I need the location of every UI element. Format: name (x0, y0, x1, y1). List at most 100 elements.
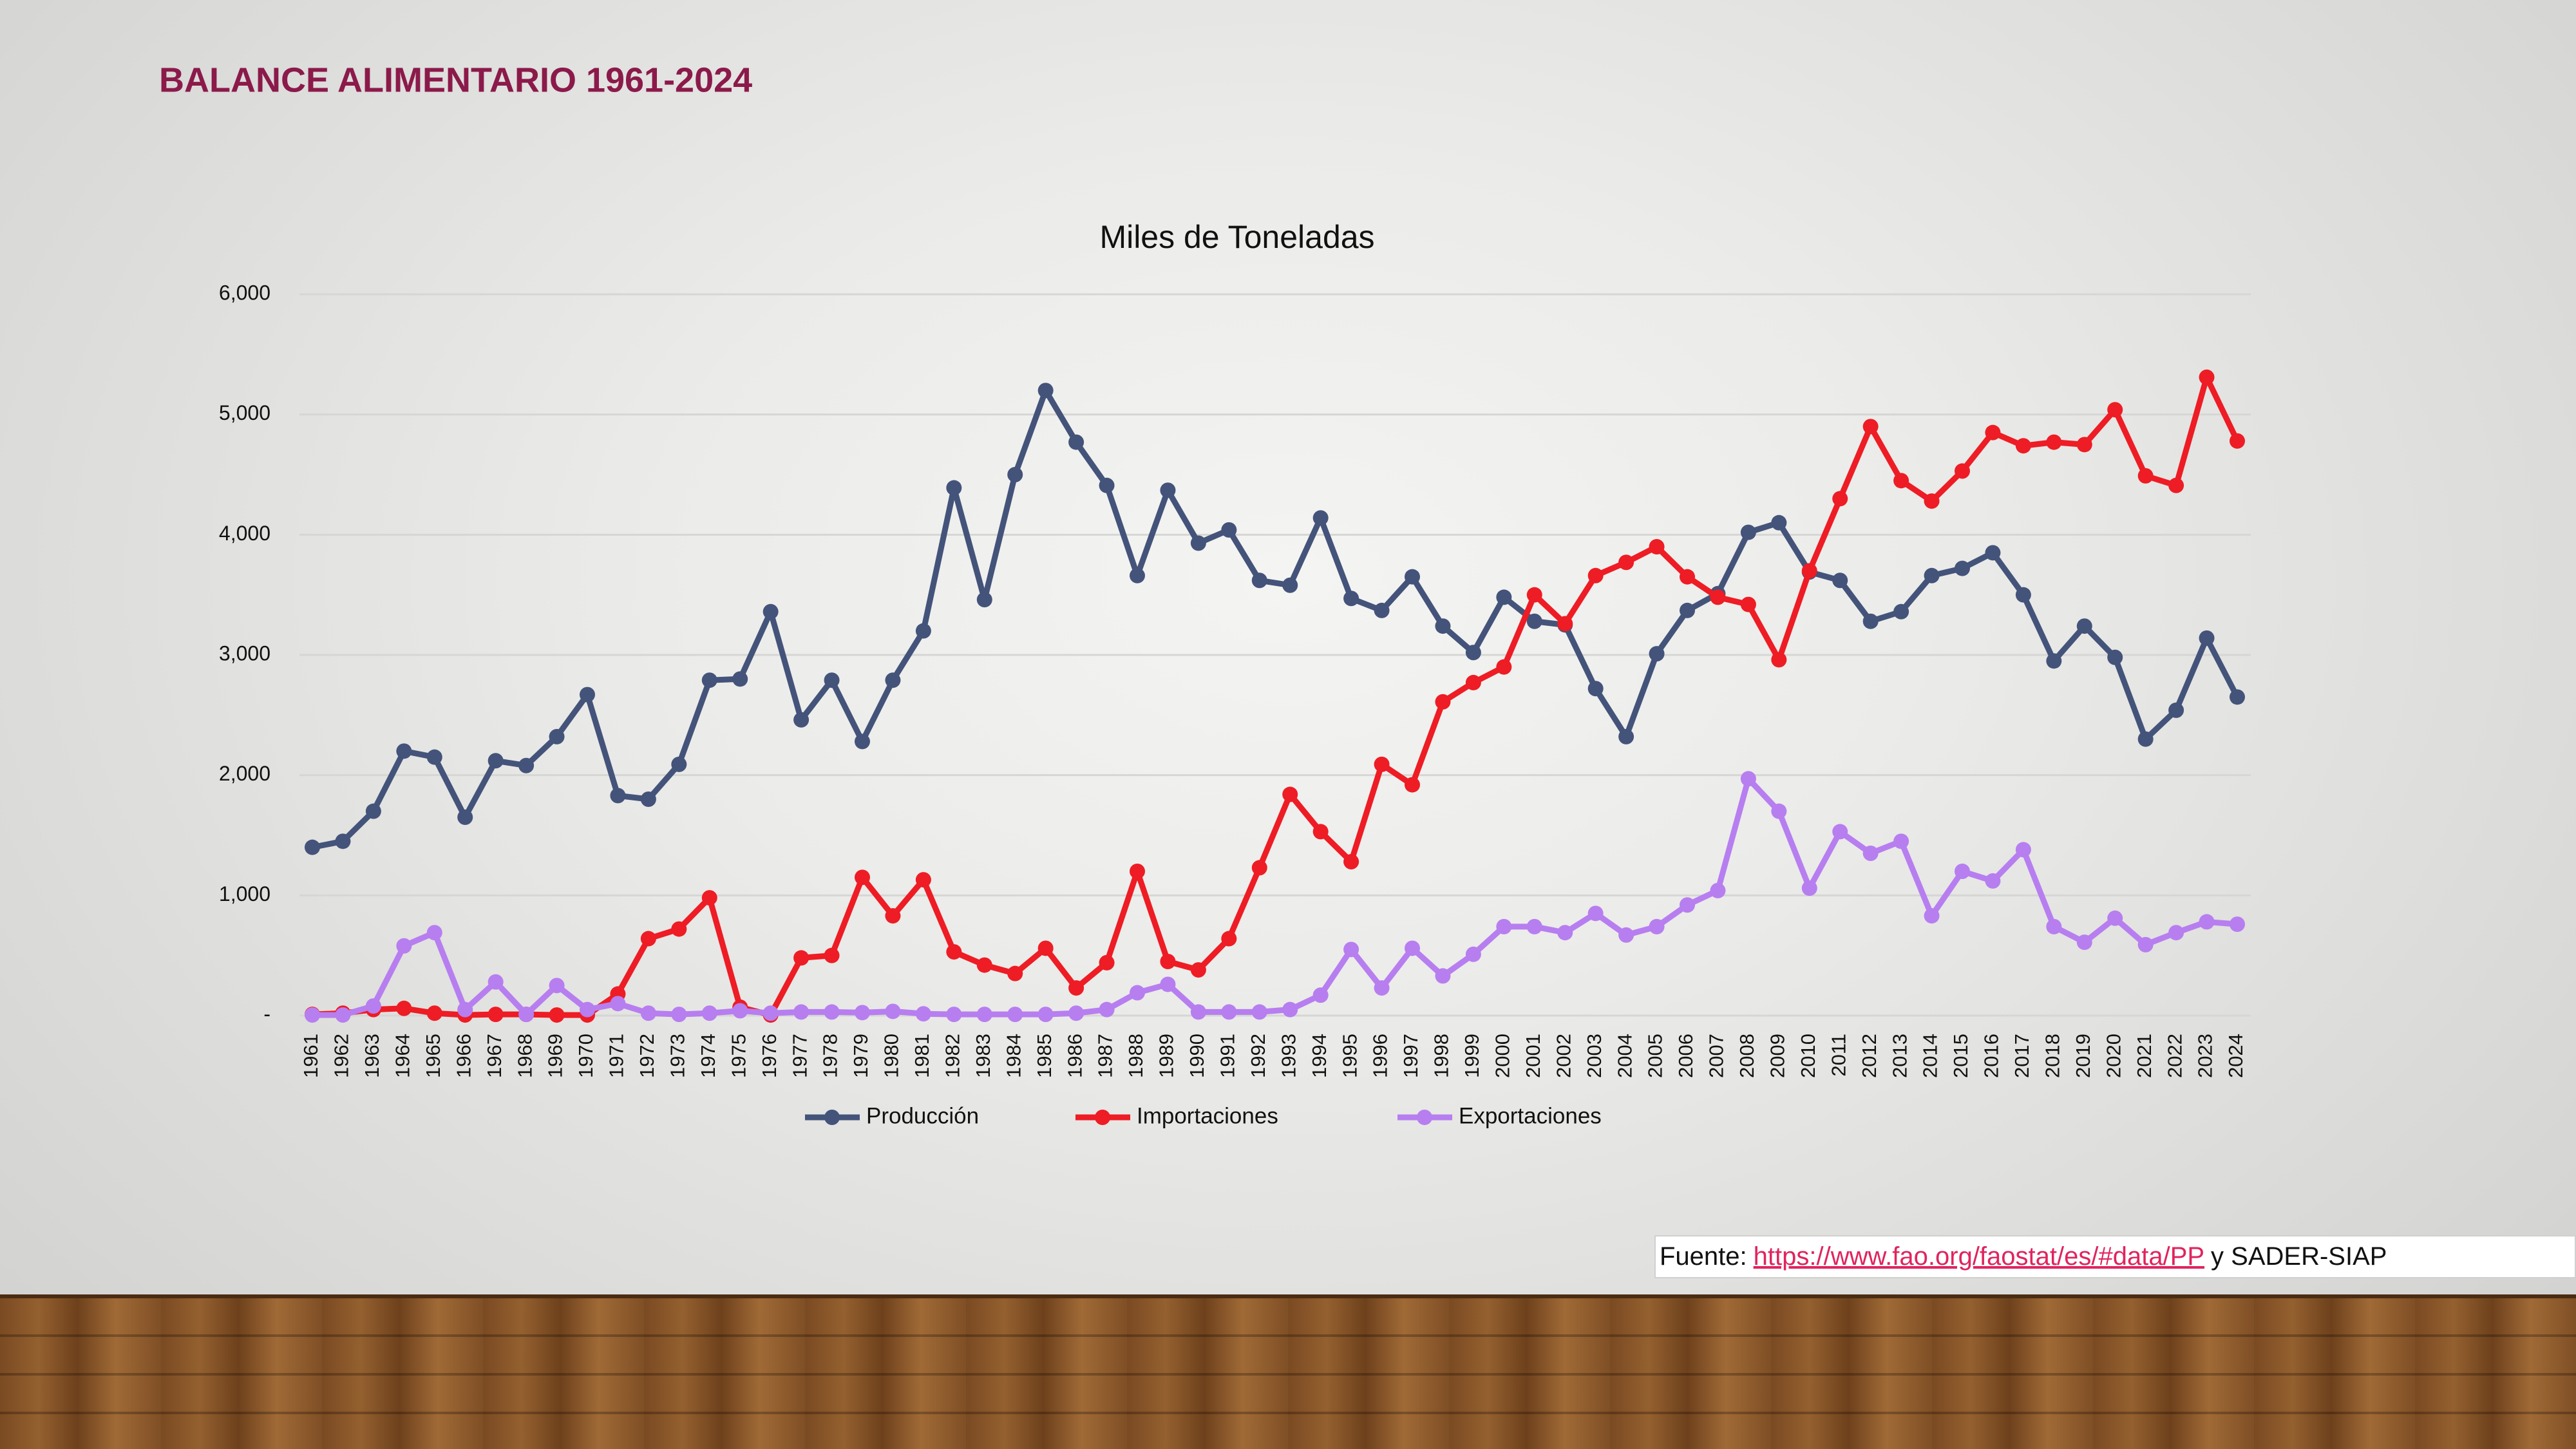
y-tick-label: 6,000 (219, 281, 270, 304)
data-point (2046, 434, 2062, 450)
data-point (1496, 918, 1512, 934)
data-point (1862, 613, 1879, 629)
data-point (1955, 463, 1970, 479)
data-point (1710, 882, 1726, 898)
x-tick-label: 1968 (513, 1034, 536, 1078)
data-point (2046, 918, 2062, 934)
x-tick-label: 1992 (1247, 1034, 1269, 1078)
data-point (1526, 918, 1542, 934)
data-point (946, 1007, 962, 1023)
data-point (1862, 846, 1879, 861)
data-point (1587, 905, 1604, 922)
data-point (2015, 438, 2031, 454)
x-tick-label: 2010 (1797, 1034, 1819, 1078)
x-tick-label: 2003 (1583, 1034, 1605, 1078)
data-point (610, 788, 626, 804)
data-point (1924, 567, 1940, 583)
data-point (1037, 940, 1054, 956)
data-point (1680, 602, 1695, 618)
data-point (610, 996, 626, 1012)
series-line (312, 374, 2240, 1018)
data-point (1862, 419, 1879, 435)
data-point (1832, 573, 1848, 589)
y-tick-label: - (263, 1002, 270, 1025)
x-tick-label: 1998 (1430, 1034, 1453, 1078)
data-point (1190, 1004, 1206, 1020)
data-point (1618, 728, 1634, 744)
data-point (1832, 491, 1848, 507)
legend-swatch-marker (824, 1110, 840, 1125)
data-point (1221, 522, 1237, 538)
data-point (885, 672, 901, 688)
data-point (426, 749, 442, 765)
x-tick-label: 2017 (2011, 1034, 2033, 1078)
x-tick-label: 2022 (2163, 1034, 2186, 1078)
legend: Producción Importaciones Exportaciones (805, 1103, 1602, 1128)
x-tick-label: 1971 (605, 1034, 628, 1078)
data-point (701, 672, 717, 688)
data-point (1496, 589, 1512, 605)
y-tick-label: 5,000 (219, 401, 270, 424)
data-point (1496, 659, 1512, 675)
data-point (1374, 756, 1390, 772)
x-tick-label: 2012 (1858, 1034, 1880, 1078)
data-point (2230, 689, 2245, 705)
data-point (2199, 630, 2215, 646)
x-tick-label: 2011 (1827, 1034, 1850, 1077)
x-tick-label: 1989 (1155, 1034, 1178, 1078)
x-tick-label: 1976 (758, 1034, 781, 1078)
x-tick-label: 1969 (544, 1034, 567, 1078)
data-point (824, 1004, 840, 1020)
data-point (1649, 918, 1665, 934)
legend-label: Exportaciones (1459, 1103, 1602, 1128)
data-point (640, 791, 656, 807)
data-point (1587, 567, 1604, 583)
data-point (671, 921, 687, 937)
x-tick-label: 1997 (1399, 1034, 1422, 1078)
x-tick-label: 1994 (1308, 1034, 1331, 1078)
data-point (1221, 931, 1237, 947)
x-tick-label: 2021 (2133, 1034, 2155, 1078)
data-point (1924, 908, 1940, 924)
data-point (518, 1007, 535, 1023)
data-point (1130, 567, 1145, 583)
source-link[interactable]: https://www.fao.org/faostat/es/#data/PP (1753, 1242, 2205, 1271)
data-point (946, 944, 962, 960)
data-point (976, 1007, 992, 1023)
data-point (426, 925, 442, 941)
data-point (2137, 731, 2154, 747)
x-tick-label: 1963 (361, 1034, 383, 1078)
data-point (580, 1001, 595, 1018)
data-point (305, 1007, 320, 1023)
data-point (2230, 433, 2245, 449)
data-point (1955, 560, 1970, 576)
data-point (1985, 545, 2001, 561)
data-point (915, 1006, 931, 1022)
data-point (915, 623, 931, 639)
data-point (1405, 777, 1420, 793)
data-point (365, 803, 381, 819)
data-point (2076, 934, 2092, 951)
x-tick-label: 1991 (1217, 1034, 1239, 1078)
data-point (855, 1005, 870, 1021)
data-point (1007, 467, 1023, 482)
x-tick-label: 1993 (1277, 1034, 1300, 1078)
y-tick-label: 2,000 (219, 762, 270, 785)
x-tick-label: 2019 (2072, 1034, 2094, 1078)
data-point (1435, 968, 1451, 984)
data-point (1068, 980, 1084, 996)
x-tick-label: 2000 (1492, 1034, 1514, 1078)
data-point (1526, 613, 1542, 629)
data-point (1893, 473, 1909, 489)
x-tick-label: 2013 (1888, 1034, 1911, 1078)
x-tick-label: 1965 (422, 1034, 444, 1078)
data-point (2076, 437, 2092, 453)
legend-swatch-marker (1417, 1110, 1432, 1125)
data-point (1190, 535, 1206, 551)
data-point (1893, 603, 1909, 620)
data-point (1924, 493, 1940, 509)
data-point (457, 1001, 473, 1018)
x-tick-label: 1975 (727, 1034, 750, 1078)
